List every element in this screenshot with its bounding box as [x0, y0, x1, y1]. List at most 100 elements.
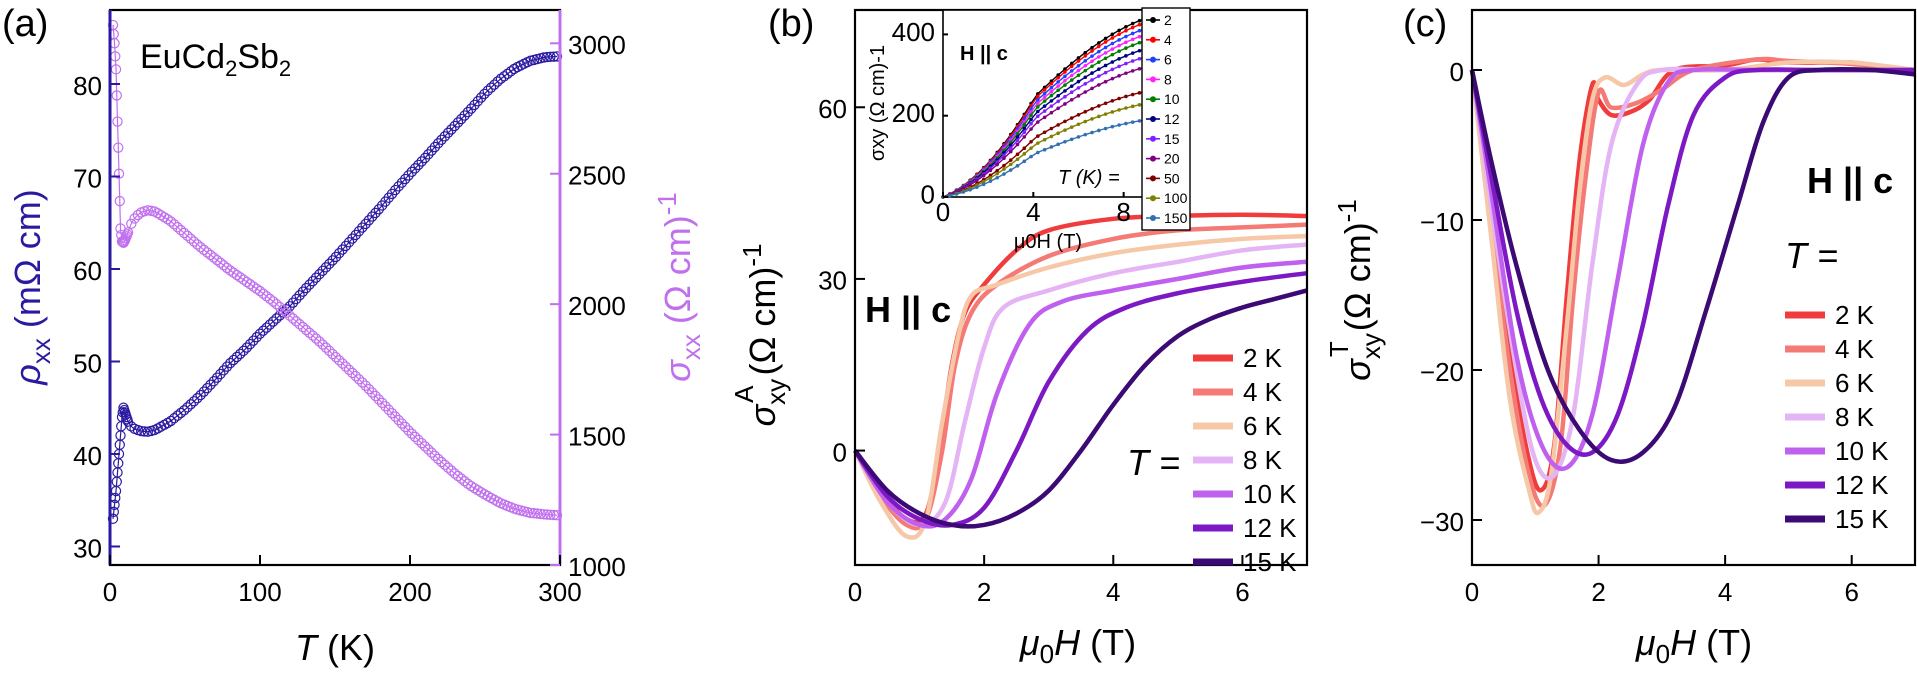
rho-xx-point [459, 110, 470, 121]
rho-xx-trace [112, 55, 558, 519]
sigma-xx-point [182, 230, 193, 242]
sigma-xx-point [307, 330, 318, 341]
inset-point [968, 187, 972, 192]
inset-point [1056, 142, 1060, 147]
inset-point [1124, 54, 1128, 58]
inset-point [1124, 46, 1128, 50]
inset-point [1042, 115, 1047, 120]
inset-point [1124, 94, 1128, 99]
rho-xx-point [469, 99, 480, 111]
inset-point [1069, 116, 1074, 120]
inset-point [1097, 114, 1101, 119]
sigma-xx-point [274, 301, 285, 313]
inset-point [1117, 108, 1121, 112]
inset-point [1130, 51, 1135, 55]
inset-point [1097, 60, 1101, 64]
curve-c-4K [1469, 56, 1916, 509]
panel-b-plot-area [852, 212, 1308, 540]
inset-point [1090, 54, 1094, 58]
inset-point [1029, 146, 1033, 150]
rho-xx-point [215, 368, 226, 380]
inset-field-label: H || c [960, 43, 1008, 65]
inset-point [1022, 152, 1027, 156]
rho-xx-point [449, 120, 460, 132]
inset-plot-area [941, 16, 1149, 199]
inset-point [988, 173, 993, 178]
rho-xx-point [287, 297, 299, 308]
sigma-xx-point [436, 456, 447, 468]
panel-b-ytick-label: 30 [818, 266, 847, 296]
sigma-xx-point [426, 447, 437, 458]
inset-legend-label: 12 [1164, 111, 1180, 127]
rho-xx-point [380, 196, 391, 207]
inset-legend-label: 20 [1164, 151, 1180, 167]
inset-point [1069, 84, 1074, 88]
inset-point [1069, 125, 1074, 129]
rho-xx-point [205, 379, 216, 390]
rho-xx-point [452, 117, 464, 128]
inset-point [981, 182, 986, 187]
rho-xx-point [277, 307, 289, 318]
inset-point [1063, 70, 1067, 74]
rho-xx-point [367, 211, 378, 222]
sigma-xx-point [545, 509, 556, 520]
inset-point [1022, 146, 1027, 150]
panel-a-tag: (a) [2, 3, 48, 45]
inset-legend-label: 6 [1164, 52, 1172, 68]
inset-point [1110, 32, 1115, 37]
inset-point [1036, 109, 1040, 114]
inset-point [1090, 78, 1094, 82]
rho-xx-point [234, 348, 246, 360]
rho-xx-point [314, 269, 325, 280]
inset-point [1036, 134, 1040, 138]
rho-xx-point [274, 310, 285, 321]
rho-xx-point [386, 188, 398, 200]
sigma-xx-point [360, 380, 371, 391]
inset-point [1036, 150, 1040, 155]
sigma-xx-point [446, 465, 457, 476]
inset-point [1056, 123, 1060, 127]
inset-point [1029, 127, 1033, 131]
sigma-xx-point [528, 508, 540, 519]
inset-point [1015, 138, 1020, 143]
rho-xx-point [261, 322, 272, 333]
rho-xx-point [489, 79, 500, 90]
inset-point [1110, 52, 1115, 57]
sigma-xx-point [113, 168, 125, 179]
inset-point [975, 178, 979, 183]
legend-c-label: 15 K [1835, 504, 1889, 534]
panel-a-xtick-label: 200 [388, 577, 431, 607]
inset-point [1137, 28, 1142, 33]
rho-xx-point [416, 156, 427, 167]
inset-xtick-label: 4 [1026, 197, 1040, 227]
rho-xx-point [241, 342, 252, 353]
panel-b-xlabel: μ0H (T) [1019, 622, 1136, 669]
inset-point [1076, 73, 1081, 78]
inset-point [1117, 57, 1121, 61]
panel-c-xlabel: μ0H (T) [1635, 622, 1752, 669]
inset-point [1076, 59, 1081, 63]
inset-point [1117, 96, 1121, 101]
curve-b-10K [853, 259, 1308, 529]
sigma-xx-point [114, 195, 125, 207]
panel-b-xtick-label: 0 [848, 577, 862, 607]
inset-point [1097, 128, 1101, 133]
sigma-xx-point [370, 390, 381, 402]
inset-point [954, 192, 959, 196]
rho-xx-point [353, 226, 365, 237]
panel-b-ylabel: σxyA (Ω cm)-1 [729, 243, 791, 426]
inset-point [1090, 49, 1094, 53]
legend-c-label: 8 K [1835, 402, 1875, 432]
sigma-xx-point [350, 370, 361, 382]
panel-b-tag: (b) [768, 3, 814, 45]
legend-b-label: 15 K [1243, 547, 1297, 577]
inset-point [1063, 74, 1067, 79]
inset-point [1130, 43, 1135, 48]
inset-point [1069, 73, 1074, 78]
panel-a-ticks: 0 100 200 300 30 40 50 60 70 80 1000 1500 2000 2500 30… [73, 30, 626, 607]
rho-xx-point [541, 51, 553, 63]
inset-point [1022, 159, 1027, 164]
sigma-xx-point [261, 291, 272, 302]
inset-point [995, 168, 999, 173]
rho-xx-point [317, 265, 328, 276]
